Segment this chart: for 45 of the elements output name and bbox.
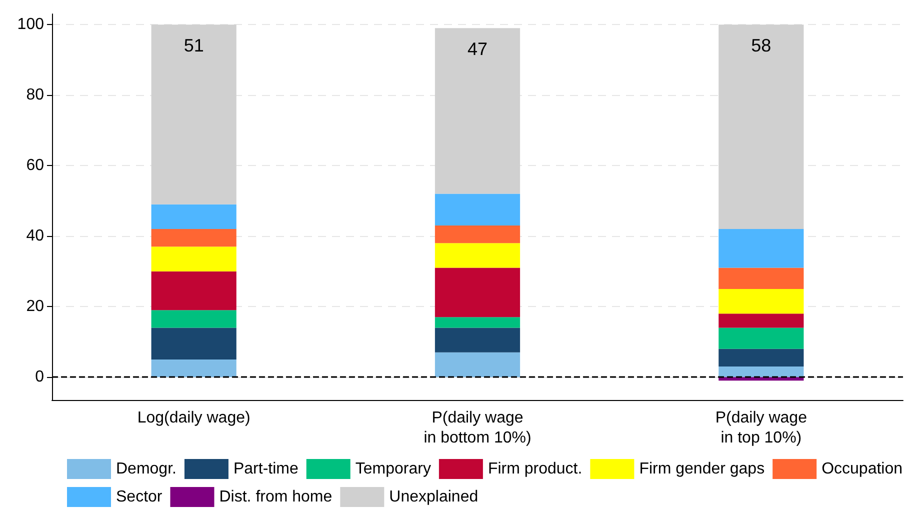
bar [718, 229, 804, 268]
bar [434, 268, 520, 318]
legend-label: Unexplained [389, 488, 478, 506]
legend-label: Sector [116, 488, 163, 506]
bar [718, 314, 804, 328]
y-tick-label: 60 [26, 157, 44, 174]
bar [718, 268, 804, 289]
legend-label: Temporary [355, 460, 431, 478]
y-tick-label: 80 [26, 86, 44, 104]
y-tick-label: 40 [26, 228, 44, 245]
bar [434, 194, 520, 226]
bar [151, 229, 236, 247]
bar [718, 288, 804, 314]
bar [718, 24, 804, 230]
y-tick-label: 20 [26, 298, 44, 316]
bar [434, 317, 520, 328]
legend-label: Part-time [233, 460, 298, 478]
bar [718, 366, 804, 378]
x-tick-label: Log(daily wage) [137, 410, 250, 426]
bar [434, 352, 520, 378]
bar [151, 246, 236, 272]
bar [718, 328, 804, 349]
y-tick-label: 0 [35, 368, 44, 386]
bar [434, 226, 520, 244]
data-label: 51 [184, 36, 204, 56]
bar [151, 271, 236, 310]
x-tick-label: P(daily wage in bottom 10%) [424, 410, 532, 446]
bar [718, 348, 804, 367]
legend-label: Firm gender gaps [639, 460, 765, 478]
legend-label: Demogr. [116, 460, 176, 478]
y-tick-label: 100 [17, 16, 44, 34]
bar [151, 204, 236, 230]
bar [151, 24, 236, 204]
bar [434, 243, 520, 268]
legend-label: Firm product. [488, 460, 582, 478]
bar [151, 310, 236, 328]
legend-label: Occupation [822, 460, 903, 478]
bar [434, 28, 520, 194]
data-label: 58 [751, 36, 772, 56]
bar [151, 359, 236, 378]
bar [151, 328, 236, 360]
x-tick-label: P(daily wage in top 10%) [715, 410, 808, 446]
legend-label: Dist. from home [219, 488, 332, 506]
data-label: 47 [467, 39, 488, 60]
bar [434, 328, 520, 352]
